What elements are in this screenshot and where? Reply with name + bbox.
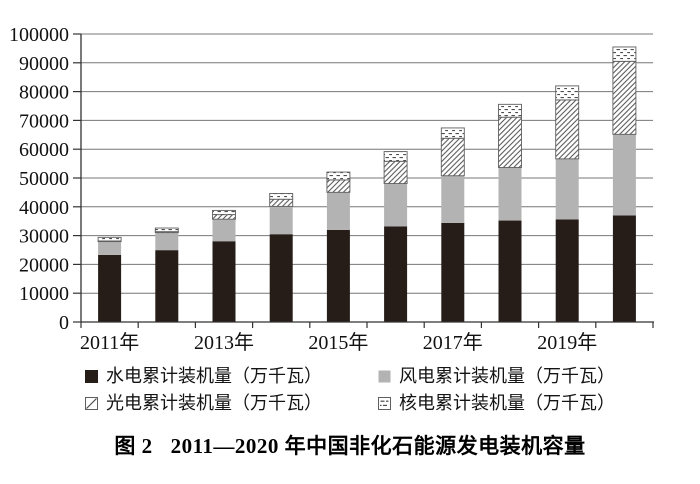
y-tick-label: 0 (59, 312, 69, 334)
bar-segment-solid-gray-2018年 (498, 167, 522, 221)
y-tick-label: 70000 (19, 110, 69, 132)
legend-item-solar: 光电累计装机量（万千瓦） (85, 393, 322, 413)
bar-segment-dashed-dots-2020年 (612, 46, 637, 62)
legend-label-nuclear: 核电累计装机量（万千瓦） (399, 393, 615, 413)
y-tick-label: 90000 (19, 53, 69, 75)
x-tick-label: 2011年 (80, 331, 139, 354)
y-tick-label: 60000 (19, 139, 69, 161)
bar-segment-solid-gray-2020年 (612, 134, 636, 216)
bar-segment-dashed-dots-2018年 (498, 103, 522, 118)
figure-caption: 图 2 2011—2020 年中国非化石能源发电装机容量 (0, 430, 700, 460)
y-tick-label: 30000 (19, 226, 69, 248)
y-tick-label: 10000 (19, 283, 69, 305)
bar-segment-diagonal-hatch-2018年 (498, 116, 522, 168)
x-axis-labels: 2011年 2013年 2015年 2017年 2019年 (80, 331, 597, 354)
stacked-bar-chart: 0 10000 20000 30000 40000 50000 60000 70000 8000… (9, 24, 654, 354)
bar-segment-solid-black-2011年 (98, 254, 122, 322)
x-tick-label: 2013年 (194, 331, 254, 354)
legend-label-wind: 风电累计装机量（万千瓦） (399, 366, 615, 386)
hydro-solid-swatch-icon (85, 369, 98, 383)
nuclear-dashed-swatch-icon (378, 396, 391, 410)
axes (73, 33, 654, 328)
bar-segment-diagonal-hatch-2019年 (555, 99, 580, 160)
bar-segment-dashed-dots-2019年 (555, 85, 580, 101)
bar-segment-dashed-dots-2015年 (326, 171, 351, 181)
y-tick-label: 50000 (19, 168, 69, 190)
bar-segment-diagonal-hatch-2017年 (440, 137, 465, 177)
bars (97, 46, 637, 322)
bar-segment-solid-gray-2019年 (555, 158, 579, 220)
caption-figure-number: 图 2 (114, 434, 153, 458)
bar-segment-diagonal-hatch-2014年 (269, 198, 294, 207)
bar-segment-solid-gray-2014年 (269, 206, 293, 235)
wind-solid-swatch-icon (378, 370, 391, 382)
bar-segment-dashed-dots-2011年 (97, 236, 122, 242)
bar-segment-solid-black-2019年 (555, 219, 579, 322)
bar-segment-solid-black-2012年 (155, 250, 179, 322)
legend-label-solar: 光电累计装机量（万千瓦） (106, 393, 322, 413)
bar-segment-solid-black-2018年 (498, 220, 522, 322)
x-tick-label: 2019年 (537, 331, 597, 354)
bar-segment-solid-gray-2013年 (212, 219, 236, 242)
bar-segment-solid-gray-2011年 (98, 241, 122, 255)
x-tick-label: 2015年 (308, 331, 368, 354)
bar-segment-solid-black-2016年 (384, 226, 408, 322)
bar-segment-diagonal-hatch-2020年 (612, 60, 637, 135)
chart-legend: 水电累计装机量（万千瓦） 风电累计装机量（万千瓦） 光电累计装机量（万千瓦） (85, 366, 615, 413)
bar-segment-dashed-dots-2014年 (269, 192, 294, 200)
legend-item-wind: 风电累计装机量（万千瓦） (378, 366, 615, 386)
bar-segment-dashed-dots-2017年 (440, 127, 465, 139)
bar-segment-dashed-dots-2013年 (212, 209, 236, 216)
legend-item-hydro: 水电累计装机量（万千瓦） (85, 366, 322, 386)
solar-hatch-swatch-icon (85, 396, 98, 410)
bar-segment-solid-gray-2015年 (326, 192, 350, 230)
bar-segment-diagonal-hatch-2015年 (326, 179, 351, 193)
bar-segment-solid-black-2015年 (326, 229, 350, 322)
bar-segment-diagonal-hatch-2016年 (383, 160, 408, 184)
bar-segment-solid-black-2013年 (212, 241, 236, 322)
y-tick-label: 100000 (9, 24, 69, 46)
caption-title: 2011—2020 年中国非化石能源发电装机容量 (170, 434, 586, 458)
legend-label-hydro: 水电累计装机量（万千瓦） (106, 366, 322, 386)
bar-segment-solid-black-2014年 (269, 234, 293, 322)
legend-item-nuclear: 核电累计装机量（万千瓦） (378, 393, 615, 413)
bar-segment-solid-gray-2017年 (441, 175, 465, 223)
bar-segment-diagonal-hatch-2013年 (212, 214, 236, 220)
y-tick-label: 80000 (19, 82, 69, 104)
bar-segment-dashed-dots-2012年 (154, 227, 179, 233)
bar-segment-solid-gray-2016年 (384, 183, 408, 227)
y-tick-label: 40000 (19, 197, 69, 219)
bar-segment-solid-black-2017年 (441, 222, 465, 322)
bar-segment-dashed-dots-2016年 (383, 151, 408, 162)
y-tick-label: 20000 (19, 254, 69, 276)
y-axis-labels: 0 10000 20000 30000 40000 50000 60000 70000 8000… (9, 24, 69, 334)
x-tick-label: 2017年 (423, 331, 483, 354)
bar-segment-solid-black-2020年 (612, 215, 636, 322)
bar-segment-solid-gray-2012年 (155, 232, 179, 251)
